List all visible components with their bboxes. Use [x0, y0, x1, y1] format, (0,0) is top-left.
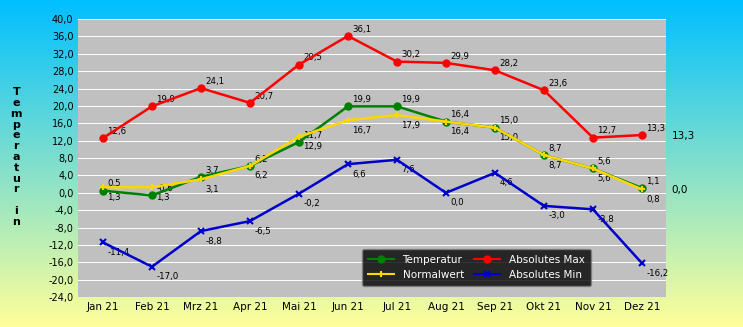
Text: 36,1: 36,1	[352, 25, 372, 34]
Text: -3,8: -3,8	[597, 215, 614, 224]
Text: -0,2: -0,2	[303, 199, 319, 208]
Text: -8,8: -8,8	[205, 236, 222, 246]
Text: 15,0: 15,0	[499, 116, 518, 126]
Text: 29,9: 29,9	[450, 52, 469, 61]
Text: 11,7: 11,7	[303, 131, 322, 140]
Text: 3,7: 3,7	[205, 165, 218, 175]
Text: 1,3: 1,3	[107, 193, 120, 202]
Text: -11,4: -11,4	[107, 248, 129, 257]
Text: 4,6: 4,6	[499, 178, 513, 187]
Text: 16,4: 16,4	[450, 111, 470, 119]
Text: -16,2: -16,2	[646, 269, 669, 278]
Text: 15,0: 15,0	[499, 133, 518, 142]
Text: 30,2: 30,2	[401, 50, 421, 60]
Text: -6,5: -6,5	[254, 227, 271, 235]
Text: 7,6: 7,6	[401, 165, 415, 174]
Text: 1,3: 1,3	[156, 193, 169, 202]
Text: 28,2: 28,2	[499, 59, 518, 68]
Text: -3,0: -3,0	[548, 211, 565, 220]
Text: 20,7: 20,7	[254, 92, 273, 101]
Text: 0,5: 0,5	[107, 180, 120, 188]
Text: 19,9: 19,9	[156, 95, 175, 104]
Text: 12,9: 12,9	[303, 142, 322, 151]
Text: 16,7: 16,7	[352, 126, 372, 135]
Text: 24,1: 24,1	[205, 77, 224, 86]
Text: 8,7: 8,7	[548, 144, 562, 153]
Text: 12,7: 12,7	[597, 127, 616, 135]
Text: 12,6: 12,6	[107, 127, 126, 136]
Text: 8,7: 8,7	[548, 161, 562, 169]
Text: 6,2: 6,2	[254, 155, 267, 164]
Text: 16,4: 16,4	[450, 127, 470, 136]
Text: 17,9: 17,9	[401, 121, 420, 129]
Text: 5,6: 5,6	[597, 157, 611, 166]
Text: T
e
m
p
e
r
a
t
u
r
 
i
n: T e m p e r a t u r i n	[10, 87, 22, 227]
Text: 23,6: 23,6	[548, 79, 567, 88]
Text: 3,1: 3,1	[205, 185, 218, 194]
Text: 29,5: 29,5	[303, 54, 322, 62]
Legend: Temperatur, Normalwert, Absolutes Max, Absolutes Min: Temperatur, Normalwert, Absolutes Max, A…	[362, 249, 591, 286]
Text: 13,3: 13,3	[646, 124, 665, 133]
Text: 1,1: 1,1	[646, 177, 660, 186]
Text: 19,9: 19,9	[352, 95, 371, 104]
Text: -17,0: -17,0	[156, 272, 178, 281]
Text: 6,6: 6,6	[352, 170, 366, 179]
Text: 6,2: 6,2	[254, 171, 267, 181]
Text: -0,6: -0,6	[156, 184, 173, 193]
Text: 19,9: 19,9	[401, 95, 420, 104]
Text: 0,0: 0,0	[450, 198, 464, 207]
Text: 5,6: 5,6	[597, 174, 611, 183]
Text: 0,8: 0,8	[646, 195, 660, 204]
